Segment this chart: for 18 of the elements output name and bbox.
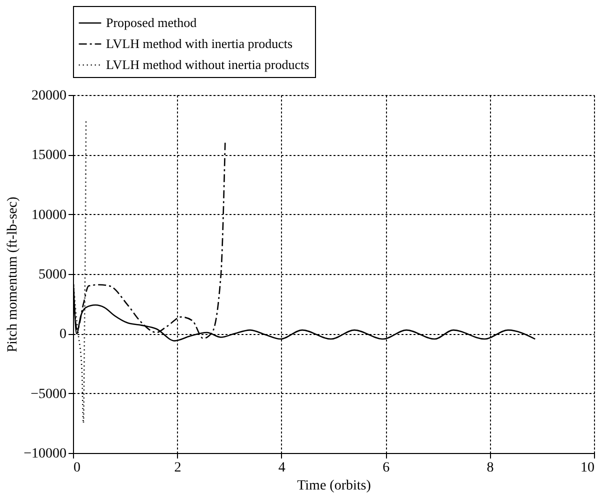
legend-label: LVLH method without inertia products	[106, 57, 310, 72]
y-axis-title: Pitch momentum (ft-lb-sec)	[6, 196, 21, 352]
y-tick-label: 5000	[38, 268, 66, 282]
y-tick-label: 20000	[32, 88, 66, 104]
y-tick-label: −10000	[24, 446, 66, 462]
x-tick-label: 8	[486, 460, 494, 476]
y-tick-label: 15000	[32, 148, 66, 164]
x-tick-label: 2	[174, 460, 182, 476]
x-tick-label: 4	[278, 460, 286, 476]
y-tick-label: 0	[60, 327, 66, 342]
x-tick-label: 10	[580, 460, 594, 476]
x-tick-label: 6	[382, 460, 390, 476]
legend-label: LVLH method with inertia products	[106, 36, 293, 51]
y-tick-label: 10000	[32, 208, 66, 223]
x-tick-label: 0	[74, 460, 80, 476]
x-axis-title: Time (orbits)	[297, 478, 372, 494]
y-tick-label: −5000	[30, 386, 66, 402]
legend-label: Proposed method	[106, 15, 198, 30]
